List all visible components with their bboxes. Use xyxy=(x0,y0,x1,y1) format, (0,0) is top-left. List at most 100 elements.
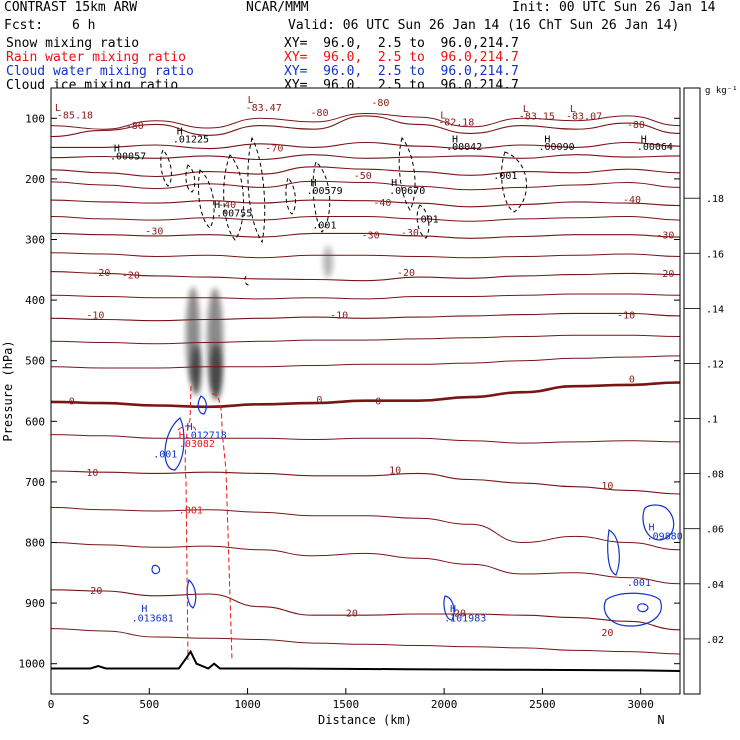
contour-label: H xyxy=(187,422,193,433)
contour-label: .00579 xyxy=(307,186,343,197)
temperature-contour-20 xyxy=(51,589,680,631)
contour-label: .101983 xyxy=(444,613,486,624)
contour-label: -80 xyxy=(126,121,144,132)
colorbar-tick-label: .14 xyxy=(706,304,724,315)
cloud-water-contour xyxy=(443,595,455,621)
x-tick-label: 2500 xyxy=(529,698,556,711)
contour-label: .001 xyxy=(493,171,517,182)
contour-label: 20 xyxy=(346,608,358,619)
temperature-contour-m10 xyxy=(51,312,680,322)
snow-shading xyxy=(186,246,333,400)
snow-core-1 xyxy=(191,345,201,395)
x-tick-label: 1500 xyxy=(333,698,360,711)
contour-label: 10 xyxy=(389,465,401,476)
contour-label: .00670 xyxy=(389,186,425,197)
contour-label: .00755 xyxy=(216,209,252,220)
contour-label: .00042 xyxy=(446,142,482,153)
contour-label: .001 xyxy=(179,505,203,516)
x-tick-label: 500 xyxy=(139,698,159,711)
cloud-ice-contours xyxy=(160,136,527,286)
contour-label: 10 xyxy=(601,481,613,492)
rain-water-contour xyxy=(211,393,233,661)
contour-label: 10 xyxy=(86,468,98,479)
contour-label: L xyxy=(570,104,576,115)
contour-labels: L-85.18L-83.47L-82.18L-83.15L-83.07-80-8… xyxy=(55,95,683,639)
cloud-water-contour xyxy=(642,504,675,541)
contour-label: -80 xyxy=(311,108,329,119)
colorbar-tick-label: .12 xyxy=(706,360,724,371)
contour-label: -30 xyxy=(145,227,163,238)
contour-label: -20 xyxy=(92,268,110,279)
field-xy-snow: XY= 96.0, 2.5 to 96.0,214.7 xyxy=(284,36,519,51)
colorbar-tick-label: .02 xyxy=(706,635,724,646)
temperature-contours xyxy=(51,112,680,655)
field-xy-rain: XY= 96.0, 2.5 to 96.0,214.7 xyxy=(284,50,519,65)
contour-label: -30 xyxy=(401,228,419,239)
contour-label: H xyxy=(391,178,397,189)
contour-label: H xyxy=(214,200,220,211)
contour-label: -85.18 xyxy=(57,110,93,121)
colorbar-tick-label: .04 xyxy=(706,580,724,591)
y-tick-label: 500 xyxy=(25,355,45,368)
cloud-ice-contour xyxy=(398,136,416,211)
temperature-contour-m20 xyxy=(51,271,680,282)
temperature-contour-m70 xyxy=(51,141,680,150)
rain-water-contour xyxy=(184,385,192,661)
field-name-cloud-water: Cloud water mixing ratio xyxy=(6,64,194,79)
temperature-contour-m80 xyxy=(51,115,680,138)
contour-label: .01225 xyxy=(173,135,209,146)
contour-label: -50 xyxy=(354,171,372,182)
cloud-water-contour xyxy=(151,564,161,575)
contour-label: -30 xyxy=(656,230,674,241)
y-tick-label: 1000 xyxy=(19,658,46,671)
contour-label: -82.18 xyxy=(438,118,474,129)
contour-label: 0 xyxy=(375,396,381,407)
contour-label: H xyxy=(641,135,647,146)
contour-label: L xyxy=(440,110,446,121)
contour-label: -83.15 xyxy=(519,112,555,123)
x-axis-label: Distance (km) xyxy=(318,713,412,727)
cloud-water-contour xyxy=(637,603,649,613)
field-name-snow: Snow mixing ratio xyxy=(6,36,140,51)
rain-water-contours xyxy=(177,385,233,661)
temperature-contour-minor xyxy=(51,334,680,345)
temperature-contour-m40 xyxy=(51,199,680,208)
contour-label: .001 xyxy=(415,215,439,226)
y-tick-label: 800 xyxy=(25,537,45,550)
contour-label: -83.07 xyxy=(566,112,602,123)
valid-time: Valid: 06 UTC Sun 26 Jan 14 (16 ChT Sun … xyxy=(288,18,680,33)
contour-label: .00064 xyxy=(637,142,673,153)
y-tick-label: 200 xyxy=(25,173,45,186)
x-axis: 0 500 1000 1500 2000 2500 3000 xyxy=(48,688,654,711)
temperature-contour-m30 xyxy=(51,232,680,239)
contour-label: -40 xyxy=(623,195,641,206)
contour-label: -10 xyxy=(86,310,104,321)
contour-label: -20 xyxy=(122,270,140,281)
y-tick-label: 400 xyxy=(25,294,45,307)
fcst-label: Fcst: xyxy=(4,18,44,33)
colorbar-unit: g kg⁻¹ xyxy=(705,86,738,96)
contour-label: .00090 xyxy=(539,142,575,153)
temperature-contour-minor xyxy=(51,434,680,444)
snow-patch-3 xyxy=(323,246,333,278)
contour-label: -80 xyxy=(627,120,645,131)
contour-label: H xyxy=(179,430,185,441)
contour-label: -10 xyxy=(330,310,348,321)
contour-label: .00057 xyxy=(110,152,146,163)
contour-label: -20 xyxy=(397,268,415,279)
contour-label: -20 xyxy=(656,269,674,280)
init-time: Init: 00 UTC Sun 26 Jan 14 xyxy=(512,0,716,15)
y-tick-label: 300 xyxy=(25,234,45,247)
plot-border xyxy=(50,87,681,695)
y-tick-label: 900 xyxy=(25,597,45,610)
y-tick-label: 700 xyxy=(25,476,45,489)
fcst-value: 6 h xyxy=(72,18,96,33)
contour-label: .09880 xyxy=(647,532,683,543)
contour-label: .001 xyxy=(627,578,651,589)
contour-label: 0 xyxy=(316,395,322,406)
contour-label: -83.47 xyxy=(246,103,282,114)
x-tick-label: 1000 xyxy=(234,698,261,711)
colorbar-tick-label: .1 xyxy=(706,415,718,426)
